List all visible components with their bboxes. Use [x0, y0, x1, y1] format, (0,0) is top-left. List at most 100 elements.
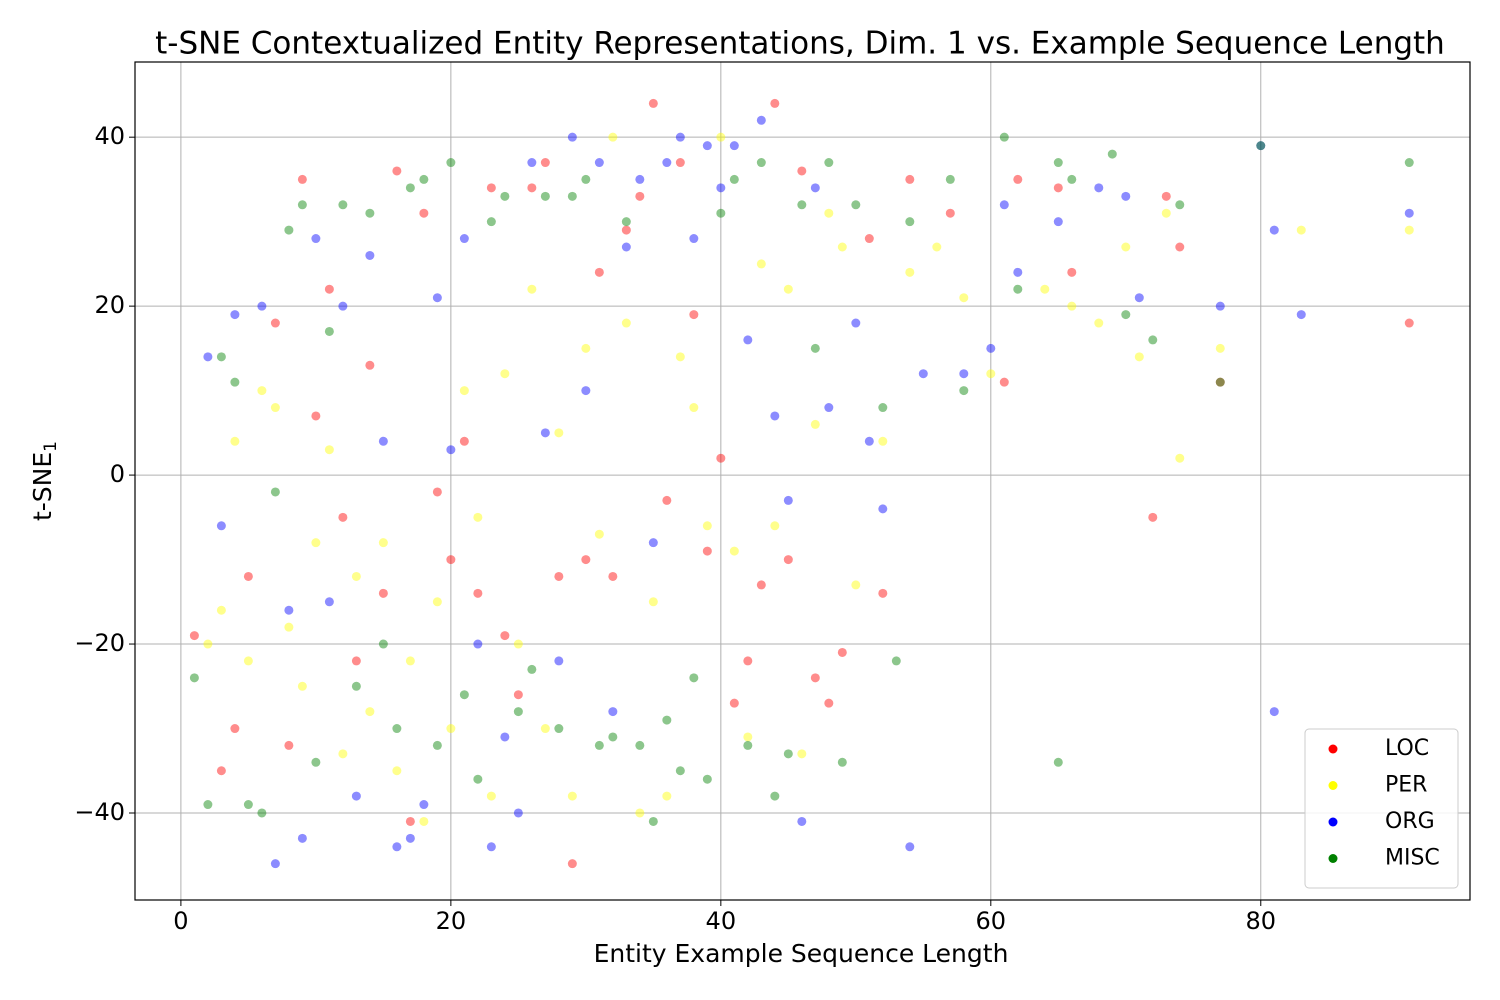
scatter-point: [581, 386, 591, 396]
legend-label: LOC: [1385, 736, 1429, 761]
scatter-point: [756, 158, 766, 168]
scatter-point: [473, 588, 483, 598]
scatter-point: [689, 310, 699, 320]
scatter-point: [1134, 293, 1144, 303]
scatter-point: [743, 740, 753, 750]
scatter-point: [675, 158, 685, 168]
scatter-point: [1121, 191, 1131, 201]
scatter-point: [945, 208, 955, 218]
scatter-point: [756, 580, 766, 590]
scatter-point: [230, 310, 240, 320]
scatter-point: [756, 115, 766, 125]
scatter-point: [621, 225, 631, 235]
scatter-point: [783, 555, 793, 565]
scatter-point: [810, 673, 820, 683]
scatter-point: [338, 200, 348, 210]
scatter-point: [635, 808, 645, 818]
scatter-point: [702, 774, 712, 784]
y-tick-label: 40: [94, 122, 125, 150]
scatter-point: [743, 732, 753, 742]
scatter-point: [905, 217, 915, 227]
scatter-point: [702, 546, 712, 556]
scatter-point: [189, 673, 199, 683]
scatter-point: [392, 766, 402, 776]
scatter-point: [986, 343, 996, 353]
legend: LOC PER ORG MISC: [1304, 728, 1459, 889]
scatter-point: [1215, 377, 1225, 387]
scatter-point: [311, 411, 321, 421]
scatter-point: [1404, 318, 1414, 328]
scatter-point: [500, 191, 510, 201]
scatter-point: [1121, 310, 1131, 320]
scatter-point: [243, 571, 253, 581]
scatter-point: [432, 293, 442, 303]
scatter-point: [1107, 149, 1117, 159]
y-axis-label: t-SNE1: [28, 441, 61, 521]
scatter-point: [702, 521, 712, 531]
scatter-point: [648, 98, 658, 108]
scatter-point: [1161, 208, 1171, 218]
scatter-point: [419, 816, 429, 826]
scatter-point: [324, 284, 334, 294]
scatter-point: [689, 234, 699, 244]
scatter-point: [716, 132, 726, 142]
x-tick-label: 0: [173, 907, 188, 935]
scatter-point: [243, 656, 253, 666]
scatter-point: [338, 301, 348, 311]
scatter-point: [702, 141, 712, 151]
scatter-point: [716, 453, 726, 463]
scatter-point: [405, 816, 415, 826]
scatter-point: [783, 749, 793, 759]
scatter-point: [621, 318, 631, 328]
scatter-point: [837, 757, 847, 767]
scatter-point: [810, 343, 820, 353]
scatter-point: [635, 191, 645, 201]
scatter-point: [203, 352, 213, 362]
scatter-point: [1215, 343, 1225, 353]
scatter-point: [729, 698, 739, 708]
scatter-point: [567, 191, 577, 201]
scatter-point: [500, 631, 510, 641]
scatter-point: [1121, 242, 1131, 252]
scatter-point: [378, 588, 388, 598]
scatter-point: [446, 158, 456, 168]
scatter-point: [864, 234, 874, 244]
scatter-point: [554, 724, 564, 734]
scatter-point: [1296, 225, 1306, 235]
scatter-point: [324, 445, 334, 455]
scatter-point: [230, 377, 240, 387]
scatter-point: [1215, 377, 1225, 387]
scatter-point: [648, 816, 658, 826]
scatter-point: [1013, 174, 1023, 184]
scatter-point: [405, 183, 415, 193]
scatter-point: [216, 352, 226, 362]
scatter-point: [351, 571, 361, 581]
scatter-point: [1404, 208, 1414, 218]
scatter-point: [1404, 158, 1414, 168]
scatter-point: [311, 757, 321, 767]
scatter-point: [1013, 267, 1023, 277]
scatter-point: [540, 428, 550, 438]
scatter-point: [1053, 183, 1063, 193]
y-axis-label-text: t-SNE: [28, 452, 57, 521]
scatter-point: [959, 293, 969, 303]
legend-label: ORG: [1385, 809, 1435, 834]
scatter-point: [1296, 310, 1306, 320]
scatter-point: [621, 217, 631, 227]
scatter-point: [878, 588, 888, 598]
scatter-point: [351, 791, 361, 801]
scatter-point: [1269, 225, 1279, 235]
scatter-point: [540, 158, 550, 168]
scatter-point: [851, 580, 861, 590]
scatter-point: [567, 791, 577, 801]
legend-marker: [1328, 817, 1338, 827]
x-tick-label: 80: [1246, 907, 1277, 935]
scatter-point: [486, 183, 496, 193]
y-tick-label: −20: [74, 629, 125, 657]
points: [189, 98, 1414, 869]
scatter-point: [230, 436, 240, 446]
scatter-point: [230, 724, 240, 734]
scatter-point: [1067, 267, 1077, 277]
scatter-point: [716, 208, 726, 218]
